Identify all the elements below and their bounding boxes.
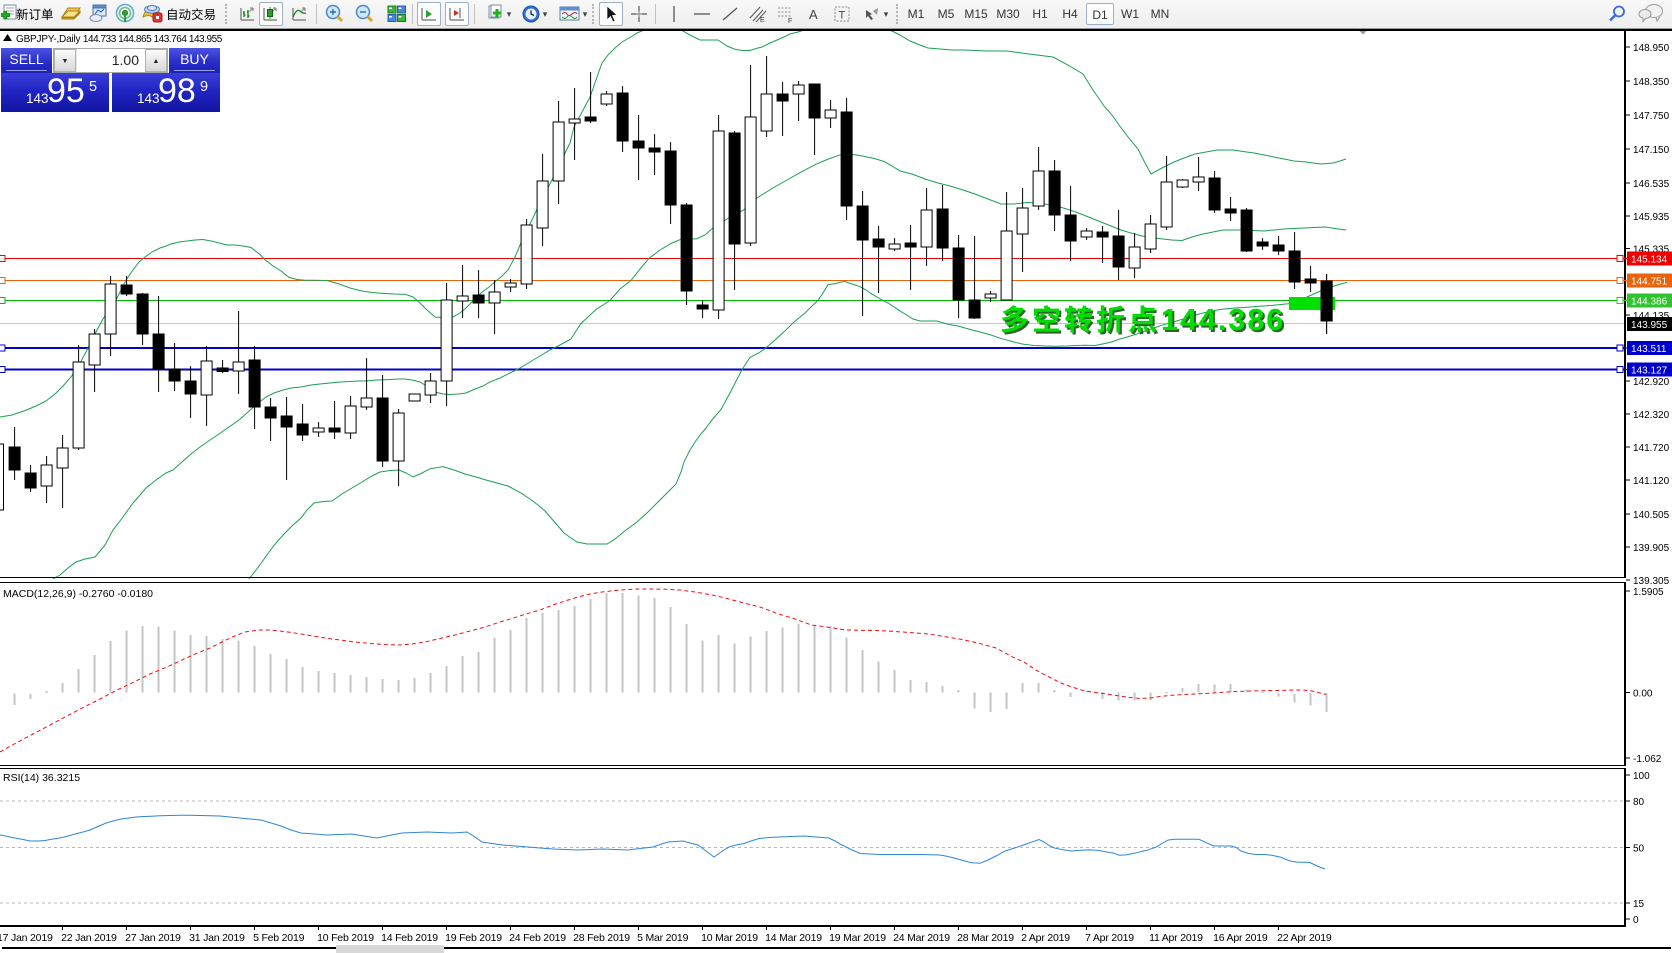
svg-text:24 Feb 2019: 24 Feb 2019 — [509, 932, 566, 944]
svg-text:A: A — [809, 7, 818, 22]
svg-text:139.905: 139.905 — [1633, 543, 1670, 554]
svg-text:E: E — [760, 17, 765, 24]
svg-text:7 Apr 2019: 7 Apr 2019 — [1085, 932, 1134, 944]
svg-text:147.150: 147.150 — [1633, 145, 1670, 156]
svg-text:19 Feb 2019: 19 Feb 2019 — [445, 932, 502, 944]
svg-text:144.751: 144.751 — [1631, 277, 1668, 288]
svg-text:2 Apr 2019: 2 Apr 2019 — [1021, 932, 1070, 944]
svg-text:141.120: 141.120 — [1633, 476, 1670, 487]
svg-text:F: F — [788, 18, 792, 24]
svg-text:142.920: 142.920 — [1633, 377, 1670, 388]
svg-text:141.720: 141.720 — [1633, 443, 1670, 454]
svg-text:11 Apr 2019: 11 Apr 2019 — [1149, 932, 1203, 944]
svg-text:0: 0 — [1633, 915, 1639, 926]
svg-text:T: T — [839, 10, 846, 22]
svg-text:RSI(14) 36.3215: RSI(14) 36.3215 — [3, 772, 80, 784]
svg-text:16 Apr 2019: 16 Apr 2019 — [1213, 932, 1268, 944]
svg-text:143.955: 143.955 — [1631, 320, 1668, 331]
svg-text:5 Feb 2019: 5 Feb 2019 — [253, 932, 304, 944]
svg-text:22 Apr 2019: 22 Apr 2019 — [1277, 932, 1332, 944]
svg-text:24 Mar 2019: 24 Mar 2019 — [893, 932, 950, 944]
svg-text:143.511: 143.511 — [1631, 344, 1667, 355]
svg-text:14 Feb 2019: 14 Feb 2019 — [381, 932, 438, 944]
svg-text:10 Feb 2019: 10 Feb 2019 — [317, 932, 374, 944]
svg-text:100: 100 — [1633, 771, 1650, 782]
svg-text:17 Jan 2019: 17 Jan 2019 — [0, 932, 53, 944]
svg-text:80: 80 — [1633, 797, 1645, 808]
svg-text:MACD(12,26,9) -0.2760 -0.0180: MACD(12,26,9) -0.2760 -0.0180 — [3, 588, 153, 600]
svg-text:14 Mar 2019: 14 Mar 2019 — [765, 932, 822, 944]
svg-text:143.127: 143.127 — [1631, 366, 1668, 377]
svg-text:31 Jan 2019: 31 Jan 2019 — [189, 932, 245, 944]
svg-text:144.135: 144.135 — [1633, 311, 1670, 322]
svg-text:145.335: 145.335 — [1633, 245, 1670, 256]
svg-text:144.386: 144.386 — [1161, 303, 1285, 337]
svg-text:1.5905: 1.5905 — [1633, 587, 1664, 598]
svg-text:139.305: 139.305 — [1633, 576, 1670, 587]
svg-text:10 Mar 2019: 10 Mar 2019 — [701, 932, 758, 944]
svg-text:50: 50 — [1633, 844, 1645, 855]
svg-text:147.750: 147.750 — [1633, 111, 1670, 122]
svg-text:28 Mar 2019: 28 Mar 2019 — [957, 932, 1014, 944]
svg-text:142.320: 142.320 — [1633, 410, 1670, 421]
svg-text:148.950: 148.950 — [1633, 43, 1670, 54]
svg-text:15: 15 — [1633, 899, 1645, 910]
svg-text:145.935: 145.935 — [1633, 212, 1670, 223]
svg-text:146.535: 146.535 — [1633, 179, 1670, 190]
svg-text:28 Feb 2019: 28 Feb 2019 — [573, 932, 630, 944]
svg-text:144.386: 144.386 — [1163, 305, 1287, 339]
svg-text:5 Mar 2019: 5 Mar 2019 — [637, 932, 688, 944]
svg-text:148.350: 148.350 — [1633, 77, 1670, 88]
svg-text:140.505: 140.505 — [1633, 510, 1670, 521]
svg-text:145.134: 145.134 — [1631, 255, 1668, 266]
svg-text:0.00: 0.00 — [1633, 689, 1653, 700]
svg-text:-1.062: -1.062 — [1633, 754, 1662, 765]
svg-text:GBPJPY-,Daily 144.733 144.865: GBPJPY-,Daily 144.733 144.865 143.764 14… — [16, 34, 223, 45]
svg-text:22 Jan 2019: 22 Jan 2019 — [61, 932, 117, 944]
svg-text:19 Mar 2019: 19 Mar 2019 — [829, 932, 886, 944]
svg-text:27 Jan 2019: 27 Jan 2019 — [125, 932, 181, 944]
svg-text:144.386: 144.386 — [1631, 297, 1668, 308]
